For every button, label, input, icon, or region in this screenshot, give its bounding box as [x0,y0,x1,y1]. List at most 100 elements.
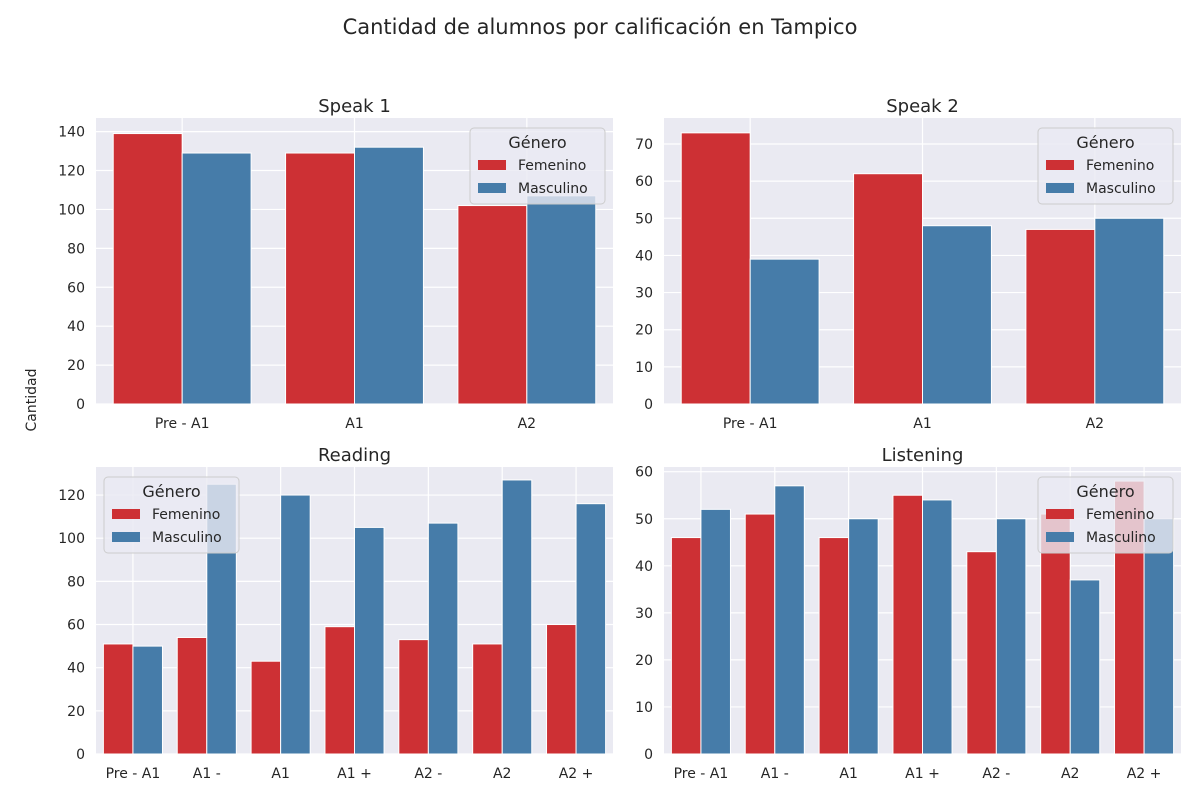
legend-label-femenino: Femenino [1086,507,1154,523]
bar-femenino-A1 [285,152,356,405]
bar-masculino-A2 [1069,579,1101,755]
y-tick-label: 60 [67,280,85,296]
x-tick-label: A1 [271,766,289,782]
x-tick-label: A2 [1061,766,1079,782]
x-tick-label: A2 [493,766,511,782]
x-tick-label: A1 + [337,766,372,782]
bar-masculino-A2 [526,195,597,405]
x-tick-label: A2 [518,416,536,432]
legend-swatch-masculino [1046,532,1074,542]
y-tick-label: 40 [635,559,653,575]
bar-masculino-Pre-A1 [700,508,731,755]
legend-swatch-femenino [112,509,140,519]
bar-femenino-A2+ [546,624,577,755]
bar-femenino-Pre-A1 [680,132,751,405]
bar-femenino-A1 [853,173,923,405]
panel-title: Speak 2 [886,96,959,117]
y-tick-label: 40 [635,248,653,264]
y-tick-label: 60 [635,465,653,481]
y-tick-label: 50 [635,512,653,528]
legend-label-femenino: Femenino [518,158,586,174]
y-tick-label: 50 [635,211,653,227]
bar-femenino-A1- [744,513,776,755]
bar-masculino-A2+ [575,503,607,755]
bar-masculino-Pre-A1 [749,258,820,405]
bar-masculino-A2 [1094,217,1165,405]
bar-femenino-A1- [176,636,208,755]
bar-masculino-A1+ [354,526,385,755]
y-tick-label: 60 [635,174,653,190]
x-tick-label: A1 - [193,766,221,782]
bar-masculino-A2- [995,518,1027,755]
y-tick-label: 0 [644,747,653,763]
y-tick-label: 0 [644,397,653,413]
x-tick-label: A2 + [559,766,594,782]
legend: Género Femenino Masculino [1037,127,1174,205]
bar-femenino-A2 [1025,228,1096,405]
bar-masculino-A1 [354,146,424,405]
bar-femenino-A2 [472,643,503,755]
bar-femenino-A1 [250,660,282,755]
x-tick-label: A1 [345,416,363,432]
legend-swatch-femenino [1046,509,1074,519]
y-tick-label: 80 [67,574,85,590]
y-tick-label: 100 [58,202,85,218]
bar-masculino-A1- [774,485,805,755]
bar-femenino-A2- [398,639,429,755]
panel-speak-1: 0 20 40 60 80 100 120 140 Pre - A1 A1 A2 Speak 1 Gén… [58,96,613,432]
y-tick-label: 40 [67,661,85,677]
y-tick-label: 0 [76,747,85,763]
panel-reading: 0 20 40 60 80 100 120 Pre - A1 A1 - A1 A1 + A2 - A2 A… [58,445,613,782]
bar-femenino-Pre-A1 [670,537,702,755]
bar-masculino-A1 [922,225,992,405]
legend-label-femenino: Femenino [152,507,220,523]
legend: Género Femenino Masculino [1037,476,1174,554]
y-tick-label: 140 [58,125,85,141]
x-tick-label: Pre - A1 [674,766,729,782]
legend-swatch-femenino [1046,160,1074,170]
bar-femenino-A2 [1040,513,1071,755]
y-tick-label: 40 [67,319,85,335]
x-tick-label: A2 [1086,416,1104,432]
legend-label-masculino: Masculino [1086,181,1156,197]
legend-title: Género [1076,482,1134,501]
bar-masculino-A2+ [1143,518,1175,755]
y-tick-label: 20 [67,358,85,374]
x-tick-label: A1 [913,416,931,432]
bar-femenino-A1+ [324,626,356,755]
panel-speak-2: 0 10 20 30 40 50 60 70 Pre - A1 A1 A2 Speak 2 Género… [635,96,1181,432]
bar-masculino-Pre-A1 [181,152,252,405]
x-tick-label: A2 - [414,766,442,782]
legend: Género Femenino Masculino [469,127,606,205]
y-tick-label: 20 [635,323,653,339]
bar-masculino-A2 [501,479,533,755]
x-tick-label: A2 + [1127,766,1162,782]
y-tick-label: 100 [58,531,85,547]
bar-femenino-Pre-A1 [102,643,134,755]
panel-listening: 0 10 20 30 40 50 60 Pre - A1 A1 - A1 A1 + A2 - A2 A2 … [635,445,1181,782]
bar-masculino-A1+ [922,499,953,755]
y-axis-label: Cantidad [24,369,40,432]
legend-swatch-masculino [1046,183,1074,193]
y-tick-label: 20 [67,704,85,720]
figure-title: Cantidad de alumnos por calificación en … [343,15,858,39]
x-tick-label: A1 - [761,766,789,782]
panel-title: Speak 1 [318,96,391,117]
x-tick-label: Pre - A1 [723,416,778,432]
y-tick-label: 70 [635,137,653,153]
y-tick-label: 120 [58,164,85,180]
y-tick-label: 30 [635,286,653,302]
y-tick-label: 10 [635,700,653,716]
legend-label-masculino: Masculino [152,530,222,546]
y-tick-label: 0 [76,397,85,413]
legend-title: Género [142,482,200,501]
legend-label-femenino: Femenino [1086,158,1154,174]
bar-femenino-Pre-A1 [112,133,183,405]
bar-masculino-A1 [280,494,311,755]
x-tick-label: A1 + [905,766,940,782]
y-tick-label: 60 [67,618,85,634]
bar-masculino-A2- [427,522,459,755]
legend-label-masculino: Masculino [518,181,588,197]
